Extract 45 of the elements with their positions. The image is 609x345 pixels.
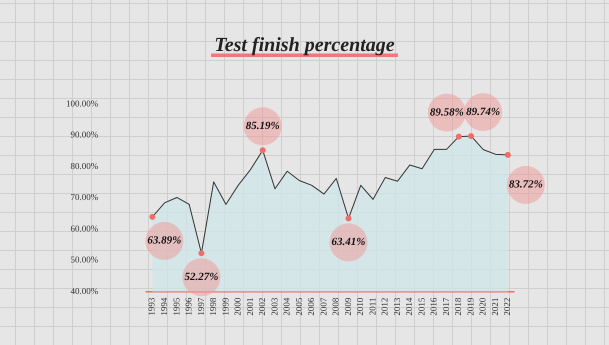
- y-tick-label: 40.00%: [70, 286, 99, 296]
- x-tick-label: 2009: [342, 297, 353, 316]
- data-label: 63.41%: [332, 236, 366, 248]
- data-label: 52.27%: [184, 271, 218, 284]
- y-tick-label: 70.00%: [70, 192, 99, 202]
- y-tick-label: 80.00%: [70, 160, 99, 171]
- x-tick-label: 1997: [196, 297, 206, 316]
- data-label: 89.74%: [466, 106, 500, 118]
- x-tick-label: 2008: [330, 297, 341, 316]
- x-tick-label: 1999: [220, 297, 230, 316]
- x-tick-label: 2018: [453, 297, 464, 316]
- x-tick-label: 2019: [465, 297, 476, 316]
- x-tick-label: 2010: [355, 297, 366, 316]
- x-tick-label: 2000: [232, 297, 243, 316]
- chart-title: Test finish percentage: [211, 34, 398, 57]
- x-tick-label: 2007: [318, 297, 328, 316]
- x-tick-label: 1995: [171, 297, 182, 316]
- x-tick-label: 1994: [158, 297, 169, 316]
- y-tick-label: 50.00%: [70, 254, 99, 265]
- y-tick-label: 100.00%: [66, 98, 99, 108]
- data-label: 83.72%: [508, 178, 543, 191]
- x-tick-label: 2003: [269, 297, 280, 316]
- y-tick-label: 60.00%: [70, 223, 99, 234]
- x-tick-label: 2016: [428, 297, 439, 316]
- x-tick-label: 2012: [380, 298, 390, 316]
- x-tick-label: 2001: [244, 298, 255, 316]
- x-tick-label: 2015: [416, 297, 426, 316]
- data-label: 89.58%: [430, 106, 464, 118]
- x-tick-label: 2013: [392, 297, 402, 316]
- x-tick-label: 2014: [404, 297, 414, 316]
- x-tick-label: 1996: [184, 297, 194, 316]
- x-tick-label: 2021: [490, 298, 500, 316]
- x-tick-label: 2022: [502, 298, 512, 316]
- data-label: 63.89%: [147, 234, 182, 247]
- x-tick-label: 1993: [146, 297, 157, 316]
- data-label: 85.19%: [246, 120, 280, 132]
- x-tick-label: 2006: [306, 297, 316, 316]
- x-tick-label: 2011: [367, 298, 378, 316]
- x-tick-label: 2020: [478, 297, 488, 316]
- x-tick-label: 2017: [440, 297, 451, 316]
- y-tick-label: 90.00%: [70, 130, 99, 140]
- x-tick-label: 2002: [257, 298, 268, 316]
- x-tick-label: 2004: [282, 297, 292, 316]
- x-tick-label: 1998: [208, 297, 218, 316]
- x-tick-label: 2005: [294, 297, 304, 316]
